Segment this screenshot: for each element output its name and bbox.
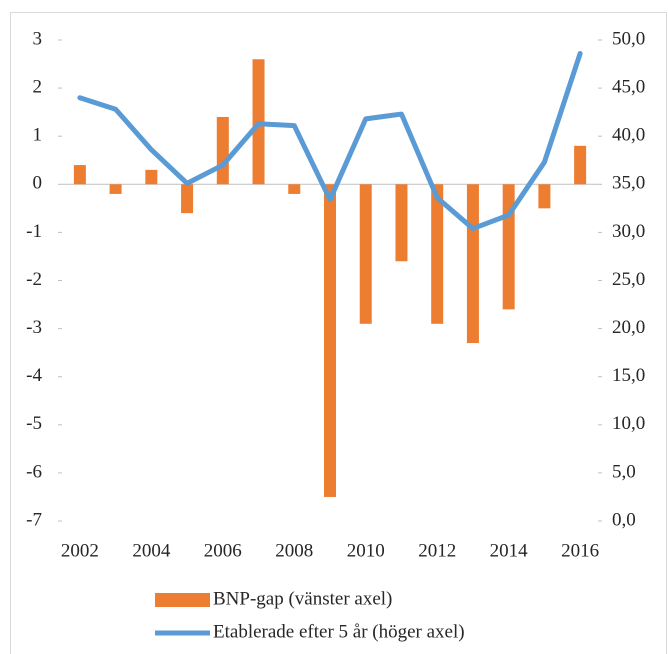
chart-frame	[10, 12, 667, 654]
y2-tick-label: 0,0	[612, 509, 636, 530]
y-tick-label: 3	[33, 28, 43, 49]
y2-tick-label: 10,0	[612, 413, 645, 434]
y2-tick-label: 25,0	[612, 269, 645, 290]
y-tick-label: -4	[26, 365, 42, 386]
y-tick-label: -1	[26, 221, 42, 242]
x-tick-label: 2002	[61, 540, 99, 561]
y2-tick-label: 5,0	[612, 461, 636, 482]
bar	[466, 184, 479, 344]
y2-tick-label: 20,0	[612, 317, 645, 338]
bar	[145, 169, 158, 185]
y2-tick-label: 35,0	[612, 173, 645, 194]
bar	[109, 184, 122, 194]
bar	[538, 184, 551, 209]
y-tick-label: 2	[33, 76, 43, 97]
y-tick-label: -3	[26, 317, 42, 338]
bar	[324, 184, 336, 497]
y2-tick-label: 15,0	[612, 365, 645, 386]
legend-swatch	[155, 593, 210, 607]
bar	[216, 116, 229, 185]
bar	[73, 165, 86, 185]
bar	[181, 184, 194, 214]
x-tick-label: 2012	[418, 540, 456, 561]
line	[77, 50, 583, 232]
y2-tick-label: 30,0	[612, 221, 645, 242]
bar	[395, 184, 408, 262]
x-tick-label: 2008	[275, 540, 313, 561]
y-tick-label: 0	[33, 173, 43, 194]
bar	[502, 184, 515, 310]
x-tick-label: 2016	[561, 540, 599, 561]
y-tick-label: -6	[26, 461, 42, 482]
y2-tick-label: 40,0	[612, 125, 645, 146]
legend-label: Etablerade efter 5 år (höger axel)	[213, 621, 465, 642]
y-tick-label: -5	[26, 413, 42, 434]
y-tick-label: -7	[26, 509, 42, 530]
x-tick-label: 2010	[347, 540, 385, 561]
y-tick-label: -2	[26, 269, 42, 290]
y2-tick-label: 50,0	[612, 28, 645, 49]
x-tick-label: 2014	[490, 540, 529, 561]
x-tick-label: 2006	[204, 540, 242, 561]
y-tick-label: 1	[33, 125, 43, 146]
legend-label: BNP-gap (vänster axel)	[213, 588, 392, 609]
bar	[431, 184, 444, 324]
bar	[288, 184, 301, 194]
bar	[574, 145, 587, 185]
x-tick-label: 2004	[132, 540, 171, 561]
y2-tick-label: 45,0	[612, 76, 645, 97]
bar	[359, 184, 372, 324]
